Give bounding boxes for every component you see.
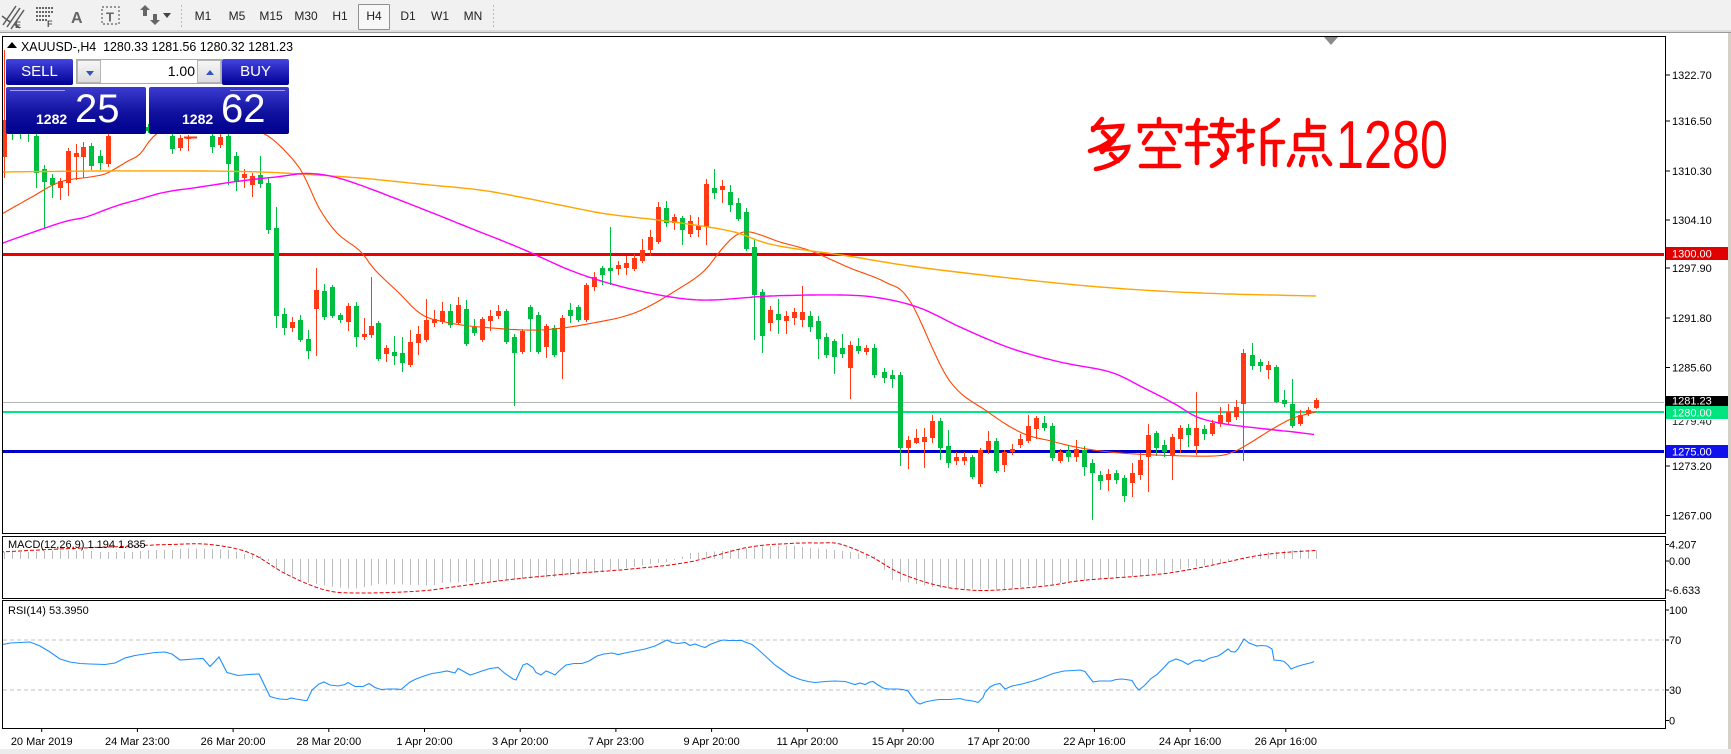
svg-text:4.207: 4.207 xyxy=(1669,540,1697,552)
svg-text:17 Apr 20:00: 17 Apr 20:00 xyxy=(968,736,1030,748)
svg-text:1280: 1280 xyxy=(1336,107,1448,183)
svg-text:A: A xyxy=(71,10,83,27)
svg-text:1273.20: 1273.20 xyxy=(1672,461,1712,473)
svg-text:1279.40: 1279.40 xyxy=(1672,416,1712,428)
svg-text:26 Mar 20:00: 26 Mar 20:00 xyxy=(201,736,266,748)
svg-text:-6.633: -6.633 xyxy=(1669,585,1700,597)
svg-text:3 Apr 20:00: 3 Apr 20:00 xyxy=(492,736,548,748)
svg-text:1285.60: 1285.60 xyxy=(1672,363,1712,375)
svg-text:1316.50: 1316.50 xyxy=(1672,116,1712,128)
svg-text:E: E xyxy=(15,20,21,30)
svg-text:20 Mar 2019: 20 Mar 2019 xyxy=(11,736,73,748)
svg-text:0.00: 0.00 xyxy=(1669,556,1690,568)
svg-text:1310.30: 1310.30 xyxy=(1672,166,1712,178)
svg-text:11 Apr 20:00: 11 Apr 20:00 xyxy=(777,736,839,748)
svg-text:7 Apr 23:00: 7 Apr 23:00 xyxy=(588,736,644,748)
svg-text:1300.00: 1300.00 xyxy=(1672,249,1712,261)
svg-text:0: 0 xyxy=(1669,716,1675,728)
svg-text:T: T xyxy=(106,10,114,25)
svg-text:26 Apr 16:00: 26 Apr 16:00 xyxy=(1255,736,1317,748)
svg-text:9 Apr 20:00: 9 Apr 20:00 xyxy=(683,736,739,748)
svg-text:24 Apr 16:00: 24 Apr 16:00 xyxy=(1159,736,1221,748)
svg-text:100: 100 xyxy=(1669,605,1687,617)
svg-text:1291.80: 1291.80 xyxy=(1672,313,1712,325)
svg-text:1 Apr 20:00: 1 Apr 20:00 xyxy=(396,736,452,748)
svg-text:28 Mar 20:00: 28 Mar 20:00 xyxy=(296,736,361,748)
svg-text:1280.00: 1280.00 xyxy=(1672,408,1712,420)
svg-text:1281.23: 1281.23 xyxy=(1672,396,1712,408)
svg-text:24 Mar 23:00: 24 Mar 23:00 xyxy=(105,736,170,748)
svg-text:1322.70: 1322.70 xyxy=(1672,70,1712,82)
svg-text:1267.00: 1267.00 xyxy=(1672,511,1712,523)
svg-text:1304.10: 1304.10 xyxy=(1672,215,1712,227)
svg-text:RSI(14) 53.3950: RSI(14) 53.3950 xyxy=(8,605,89,617)
svg-text:1275.00: 1275.00 xyxy=(1672,447,1712,459)
svg-text:70: 70 xyxy=(1669,635,1681,647)
svg-text:F: F xyxy=(47,19,53,29)
svg-text:MACD(12,26,9) 1.194 1.835: MACD(12,26,9) 1.194 1.835 xyxy=(8,539,146,551)
svg-text:15 Apr 20:00: 15 Apr 20:00 xyxy=(872,736,934,748)
svg-text:30: 30 xyxy=(1669,685,1681,697)
svg-text:22 Apr 16:00: 22 Apr 16:00 xyxy=(1063,736,1125,748)
svg-text:XAUUSD-,H4 1280.33 1281.56 12: XAUUSD-,H4 1280.33 1281.56 1280.32 1281.… xyxy=(21,39,293,54)
svg-text:1297.90: 1297.90 xyxy=(1672,263,1712,275)
